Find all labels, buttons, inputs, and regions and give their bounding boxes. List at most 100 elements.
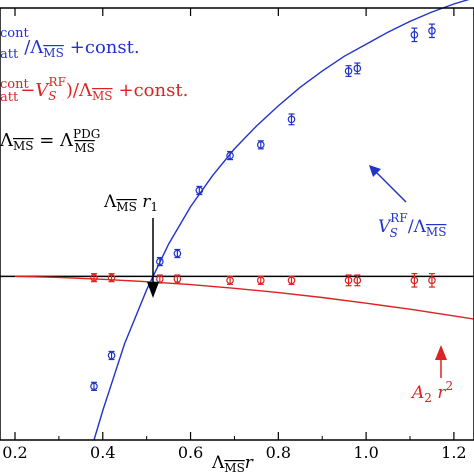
plot-frame — [0, 7, 474, 441]
marker — [287, 276, 296, 285]
x-tick-label: 0.2 — [2, 443, 27, 462]
x-tick-label: 0.4 — [90, 443, 115, 462]
marker — [256, 276, 265, 285]
data-point-1-1 — [107, 273, 116, 283]
legend-black-lambda: Λ — [0, 130, 14, 151]
marker — [195, 186, 204, 195]
annotation-red-r: r — [432, 383, 446, 403]
legend-red-main: att −VSRF)/ΛMS +const. — [0, 75, 188, 105]
axis-ticks: 0.2 0.4 0.6 0.8 1.0 1.2 — [2, 8, 467, 462]
data-point-1-8 — [353, 274, 362, 287]
marker — [226, 276, 234, 285]
data-point-1-6 — [287, 275, 296, 285]
legend-black: ΛMS = ΛPDG MS — [0, 127, 100, 155]
annotation-blue: VRF S/ΛMS — [378, 211, 446, 240]
marker — [428, 276, 436, 285]
marker — [156, 275, 164, 283]
arrow-red-head — [435, 345, 447, 360]
marker — [107, 273, 116, 282]
marker — [256, 141, 265, 149]
annotation-ms: MS — [116, 200, 137, 214]
annotation-red-a: A — [410, 383, 424, 403]
annotation-1: 1 — [150, 200, 158, 214]
marker — [428, 27, 436, 35]
marker — [410, 31, 419, 39]
legend-blue-cont: cont — [0, 26, 29, 41]
annotation-lambda: Λ — [103, 192, 117, 212]
annotation-blue-s: S — [390, 226, 398, 240]
annotation-lambda-r1: ΛMS r1 — [103, 192, 158, 214]
legend-black-ms: MS — [13, 139, 34, 153]
legend-red: cont — [0, 77, 29, 92]
marker — [90, 382, 98, 391]
marker — [156, 257, 164, 266]
legend-blue-att: att — [0, 47, 19, 62]
legend-red-const: +const. — [119, 80, 189, 101]
data-point-1-10 — [428, 273, 436, 288]
x-axis-label: ΛMSr — [211, 453, 254, 474]
x-tick-label: 0.8 — [266, 443, 291, 462]
x-axis-r: r — [245, 453, 254, 473]
data-point-0-9 — [353, 62, 362, 75]
legend-red-minus-v: −V — [20, 80, 50, 101]
marker — [344, 67, 353, 75]
legend-blue-main: att/ΛMS +const. — [0, 37, 140, 62]
x-axis-ms-sub: MS — [224, 461, 245, 474]
marker — [90, 273, 98, 282]
legend-red-div: )/Λ — [66, 80, 93, 101]
annotation-blue-rf: RF — [390, 211, 407, 225]
annotation-blue-div: /Λ — [408, 217, 427, 237]
legend-blue-const: +const. — [70, 37, 140, 58]
legend-black-ms2: MS — [74, 141, 95, 155]
x-axis-lambda: Λ — [211, 453, 225, 473]
annotation-red-sq: 2 — [445, 379, 453, 393]
data-point-1-9 — [410, 273, 419, 288]
data-point-0-7 — [287, 113, 296, 126]
legend-red-ms: MS — [92, 89, 113, 103]
marker — [287, 115, 296, 124]
data-point-1-7 — [344, 274, 353, 287]
marker — [353, 276, 362, 285]
marker — [173, 249, 182, 258]
legend-red-s: S — [48, 89, 56, 103]
data-point-0-6 — [256, 140, 265, 150]
data-point-0-2 — [156, 256, 164, 267]
data-point-0-1 — [107, 350, 116, 361]
marker — [226, 151, 234, 160]
data-point-0-8 — [344, 65, 353, 78]
annotation-red-2: 2 — [424, 391, 432, 405]
annotation-red: A2 r2 — [410, 379, 453, 405]
data-point-1-4 — [226, 275, 234, 285]
data-point-0-0 — [90, 381, 98, 391]
annotation-r: r — [137, 192, 151, 212]
data-point-1-0 — [90, 273, 98, 283]
x-tick-label: 1.2 — [441, 443, 466, 462]
legend-blue-ms: MS — [43, 46, 64, 60]
data-point-0-3 — [173, 248, 182, 259]
arrow-blue-head — [369, 165, 381, 177]
legend-blue: cont — [0, 26, 29, 41]
marker — [344, 276, 353, 285]
legend-red-rf: RF — [49, 75, 66, 89]
legend-red-att: att — [0, 90, 19, 105]
legend-red-cont: cont — [0, 77, 29, 92]
data-points — [90, 23, 436, 391]
legend-blue-div: /Λ — [24, 37, 44, 58]
arrow-blue-line — [373, 169, 407, 203]
marker — [353, 64, 362, 73]
marker — [107, 351, 116, 360]
fit-curve-1 — [14, 275, 474, 320]
data-point-1-5 — [256, 275, 265, 285]
legend-black-pdg: PDG — [73, 127, 100, 141]
data-point-0-5 — [226, 150, 234, 161]
data-point-1-2 — [156, 274, 164, 284]
legend-black-eq: = Λ — [34, 130, 75, 151]
data-point-0-4 — [195, 185, 204, 196]
data-point-0-10 — [410, 27, 419, 43]
arrow-down-head — [147, 282, 159, 298]
annotation-blue-ms: MS — [426, 225, 447, 239]
marker — [173, 275, 182, 283]
x-tick-label: 1.0 — [353, 443, 378, 462]
annotation-blue-v: V — [378, 217, 392, 237]
